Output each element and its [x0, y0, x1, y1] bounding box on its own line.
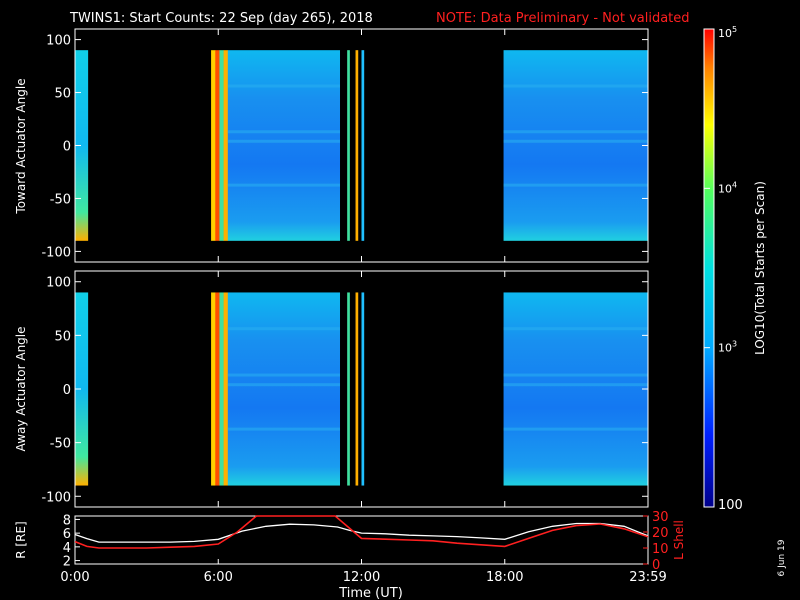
- orbit-ytick-left-label: 8: [63, 513, 71, 528]
- chart-title: TWINS1: Start Counts: 22 Sep (day 265), …: [69, 11, 373, 26]
- away-band-mark: [503, 327, 648, 331]
- colorbar-tick-label: 104: [718, 180, 737, 195]
- away-stripe-mark: [355, 292, 359, 486]
- away-ytick-label: 0: [63, 383, 71, 398]
- away-band-mark: [503, 373, 648, 377]
- colorbar: 105 104 103 100: [703, 25, 743, 513]
- toward-ytick-label: -50: [50, 192, 71, 207]
- toward-band-mark: [227, 139, 341, 143]
- orbit-series-lshell: [74, 515, 649, 549]
- orbit-xtick-label: 12:00: [343, 570, 380, 585]
- away-band-mark: [503, 383, 648, 387]
- toward-data-cell: [75, 50, 89, 241]
- toward-data-cell: [227, 50, 341, 241]
- away-stripe-mark: [219, 292, 224, 486]
- toward-stripe-mark: [223, 50, 229, 241]
- away-data-cell: [503, 292, 648, 486]
- toward-stripe-mark: [347, 50, 350, 241]
- toward-heatmap-panel: 100 50 0 -50 -100: [41, 28, 649, 263]
- away-stripe-mark: [215, 292, 220, 486]
- toward-band-mark: [503, 130, 648, 134]
- toward-ylabel: Toward Actuator Angle: [14, 78, 28, 214]
- away-data-cell: [75, 292, 89, 486]
- colorbar-tick-label: 105: [718, 25, 737, 40]
- colorbar-tick-label: 103: [718, 340, 737, 355]
- toward-band-mark: [227, 183, 341, 187]
- away-stripe-mark: [223, 292, 229, 486]
- away-ytick-label: 100: [46, 276, 71, 291]
- orbit-frame: [74, 515, 649, 565]
- orbit-xtick-label: 0:00: [60, 570, 89, 585]
- toward-band-mark: [227, 84, 341, 88]
- toward-data-cell: [503, 50, 648, 241]
- colorbar-label: LOG10(Total Starts per Scan): [753, 181, 767, 355]
- away-data-cell: [227, 292, 341, 486]
- orbit-ytick-left-label: 6: [63, 527, 71, 542]
- orbit-ytick-right-label: 0: [652, 558, 660, 573]
- toward-band-mark: [503, 84, 648, 88]
- toward-ytick-label: 100: [46, 34, 71, 49]
- footer-date: 6 Jun 19: [777, 539, 787, 576]
- orbit-series-r: [74, 522, 649, 543]
- toward-stripe-mark: [211, 50, 216, 241]
- orbit-ytick-left-label: 2: [63, 555, 71, 570]
- away-stripe-mark: [361, 292, 365, 486]
- orbit-xtick-label: 23:59: [629, 570, 666, 585]
- toward-ytick-label: -100: [41, 245, 71, 260]
- away-band-mark: [503, 427, 648, 431]
- orbit-ylabel-right: L Shell: [672, 520, 686, 560]
- orbit-xlabel: Time (UT): [338, 586, 403, 600]
- away-band-mark: [227, 427, 341, 431]
- orbit-xtick-label: 6:00: [204, 570, 233, 585]
- toward-stripe-mark: [355, 50, 359, 241]
- away-heatmap-panel: 100 50 0 -50 -100: [41, 270, 649, 508]
- away-band-mark: [227, 373, 341, 377]
- toward-stripe-mark: [215, 50, 220, 241]
- toward-stripe-mark: [219, 50, 224, 241]
- away-ytick-label: -50: [50, 437, 71, 452]
- away-band-mark: [227, 383, 341, 387]
- colorbar-gradient: [703, 28, 715, 508]
- away-band-mark: [227, 327, 341, 331]
- toward-ytick-label: 50: [54, 87, 71, 102]
- away-ytick-label: 50: [54, 329, 71, 344]
- orbit-ytick-right-label: 10: [652, 542, 669, 557]
- toward-stripe-mark: [361, 50, 365, 241]
- colorbar-tick-label: 100: [718, 498, 743, 513]
- orbit-ytick-left-label: 4: [63, 541, 71, 556]
- orbit-xtick-label: 18:00: [486, 570, 523, 585]
- orbit-ytick-right-label: 30: [652, 510, 669, 525]
- toward-band-mark: [503, 183, 648, 187]
- away-ytick-label: -100: [41, 490, 71, 505]
- orbit-ylabel-left: R [RE]: [14, 521, 28, 558]
- away-stripe-mark: [347, 292, 350, 486]
- toward-ytick-label: 0: [63, 140, 71, 155]
- orbit-ytick-right-label: 20: [652, 526, 669, 541]
- toward-band-mark: [227, 130, 341, 134]
- away-ylabel: Away Actuator Angle: [14, 326, 28, 451]
- toward-band-mark: [503, 139, 648, 143]
- chart-note: NOTE: Data Preliminary - Not validated: [436, 11, 690, 26]
- away-stripe-mark: [211, 292, 216, 486]
